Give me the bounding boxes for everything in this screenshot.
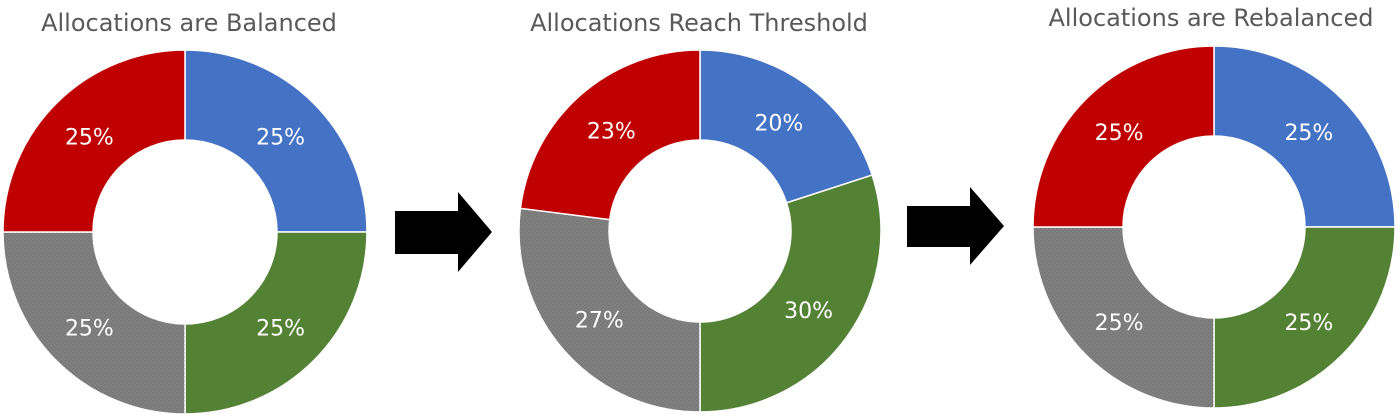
donut-slice-texture (519, 208, 700, 412)
chart-title-threshold: Allocations Reach Threshold (530, 9, 868, 37)
donut-chart-threshold: Allocations Reach Threshold 20% 30% 27% 23% (518, 9, 882, 413)
donut-slice (519, 49, 701, 221)
slice-label: 25% (1284, 121, 1333, 146)
slice-label: 25% (65, 125, 114, 150)
right-arrow-icon (907, 187, 1004, 265)
chart-title-rebalanced: Allocations are Rebalanced (1049, 4, 1374, 32)
donut-slice (699, 174, 882, 413)
donut-slice (184, 49, 368, 233)
slice-label: 25% (256, 125, 305, 150)
donut-chart-rebalanced: Allocations are Rebalanced 25% 25% 25% 25% (1032, 4, 1396, 409)
donut-chart-balanced: Allocations are Balanced 25% 25% 25% 25% (2, 9, 368, 415)
chart-title-balanced: Allocations are Balanced (41, 9, 337, 37)
donut-slice-texture (1033, 227, 1214, 408)
donut-slice (1213, 226, 1396, 409)
donut-slice (1213, 45, 1396, 228)
right-arrow-icon (395, 192, 492, 272)
slice-label: 25% (1095, 311, 1144, 336)
donut-slice (184, 231, 368, 415)
slice-label: 23% (587, 119, 636, 144)
donut-slice (1032, 45, 1215, 228)
slice-label: 30% (784, 299, 833, 324)
donut-slice (2, 49, 186, 233)
slice-label: 25% (1284, 311, 1333, 336)
donut-slice-texture (3, 232, 185, 414)
slice-label: 27% (575, 309, 624, 334)
slice-label: 25% (256, 317, 305, 342)
donut-slice (699, 49, 874, 204)
slice-label: 20% (754, 111, 803, 136)
slice-label: 25% (1095, 121, 1144, 146)
slice-label: 25% (65, 317, 114, 342)
